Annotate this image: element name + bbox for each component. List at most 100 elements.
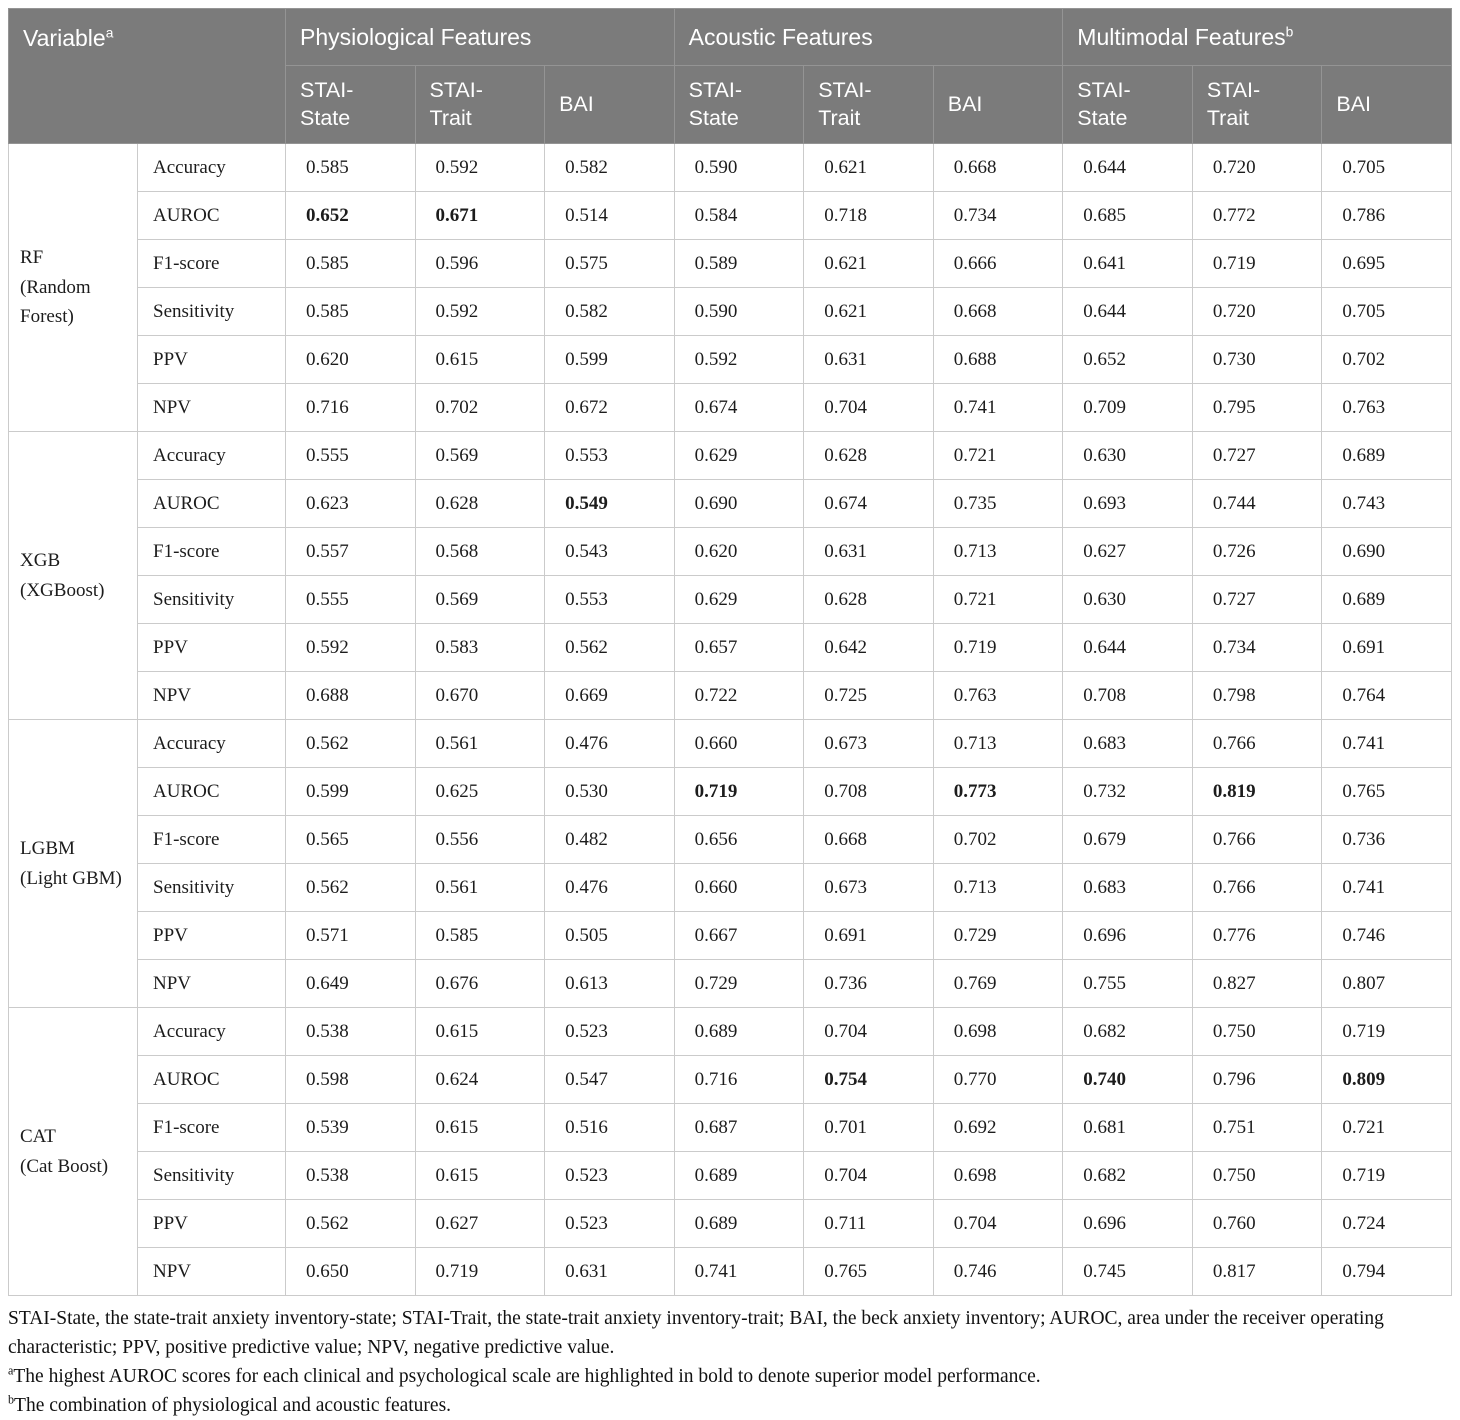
footnote-abbreviations: STAI-State, the state-trait anxiety inve… [8,1308,1384,1358]
value-cell: 0.724 [1321,1199,1452,1248]
value-cell: 0.644 [1062,623,1193,672]
header-group-superscript: b [1285,23,1294,39]
value-cell: 0.702 [414,383,546,432]
value-cell: 0.592 [285,623,416,672]
value-cell: 0.763 [1321,383,1452,432]
value-cell: 0.592 [414,143,546,192]
value-cell: 0.543 [544,527,675,576]
table-row: PPV 0.562 0.627 0.523 0.689 0.711 0.704 0.696 0.… [9,1199,1452,1248]
value-cell: 0.711 [803,1199,934,1248]
value-cell: 0.727 [1191,575,1323,624]
value-cell: 0.672 [544,383,675,432]
value-cell: 0.562 [285,719,416,768]
value-cell: 0.681 [1062,1103,1193,1152]
value-cell: 0.795 [1191,383,1323,432]
value-cell: 0.596 [414,239,546,288]
value-cell: 0.539 [285,1103,416,1152]
metric-cell: Sensitivity [137,1151,286,1200]
value-cell: 0.561 [414,719,546,768]
value-cell: 0.773 [932,767,1064,816]
value-cell: 0.736 [1321,815,1452,864]
value-cell: 0.629 [673,431,805,480]
value-cell: 0.555 [285,575,416,624]
value-cell: 0.770 [932,1055,1064,1104]
table-header: Variablea Physiological Features Acousti… [8,8,1452,144]
metric-cell: Accuracy [137,719,286,768]
value-cell: 0.650 [285,1247,416,1296]
value-cell: 0.585 [285,239,416,288]
value-cell: 0.599 [544,335,675,384]
value-cell: 0.689 [673,1199,805,1248]
value-cell: 0.628 [414,479,546,528]
value-cell: 0.744 [1191,479,1323,528]
value-cell: 0.750 [1191,1151,1323,1200]
value-cell: 0.553 [544,575,675,624]
value-cell: 0.719 [1321,1151,1452,1200]
value-cell: 0.690 [673,479,805,528]
table-row: NPV 0.688 0.670 0.669 0.722 0.725 0.763 0.708 0.… [9,671,1452,720]
value-cell: 0.691 [1321,623,1452,672]
value-cell: 0.652 [285,191,416,240]
value-cell: 0.624 [414,1055,546,1104]
value-cell: 0.585 [285,287,416,336]
footnote-b-superscript: b [8,1392,15,1407]
header-sub-stai-trait: STAI-Trait [803,65,934,144]
value-cell: 0.631 [803,335,934,384]
value-cell: 0.571 [285,911,416,960]
metric-cell: PPV [137,1199,286,1248]
value-cell: 0.615 [414,1007,546,1056]
value-cell: 0.679 [1062,815,1193,864]
table-row: AUROC 0.623 0.628 0.549 0.690 0.674 0.735 0.693… [9,479,1452,528]
value-cell: 0.641 [1062,239,1193,288]
value-cell: 0.523 [544,1007,675,1056]
value-cell: 0.776 [1191,911,1323,960]
value-cell: 0.741 [1321,863,1452,912]
header-group-acoustic: Acoustic Features [673,8,1064,66]
metric-cell: NPV [137,671,286,720]
value-cell: 0.585 [285,143,416,192]
value-cell: 0.668 [803,815,934,864]
value-cell: 0.621 [803,239,934,288]
metric-cell: PPV [137,335,286,384]
value-cell: 0.766 [1191,815,1323,864]
value-cell: 0.621 [803,143,934,192]
footnote-a-superscript: a [8,1363,14,1378]
value-cell: 0.568 [414,527,546,576]
table-row: CAT (Cat Boost) Accuracy 0.538 0.615 0.523 0.6… [8,1007,1452,1296]
value-cell: 0.627 [414,1199,546,1248]
table-row: PPV 0.592 0.583 0.562 0.657 0.642 0.719 0.644 0.… [9,623,1452,672]
value-cell: 0.702 [932,815,1064,864]
value-cell: 0.704 [932,1199,1064,1248]
value-cell: 0.741 [673,1247,805,1296]
value-cell: 0.722 [673,671,805,720]
value-cell: 0.729 [673,959,805,1008]
value-cell: 0.772 [1191,191,1323,240]
table-row: NPV 0.649 0.676 0.613 0.729 0.736 0.769 0.755 0.… [9,959,1452,1008]
value-cell: 0.561 [414,863,546,912]
table-row: AUROC 0.598 0.624 0.547 0.716 0.754 0.770 0.740… [9,1055,1452,1104]
value-cell: 0.720 [1191,287,1323,336]
table-row: RF (Random Forest) Accuracy 0.585 0.592 0.582… [8,143,1452,432]
value-cell: 0.590 [673,143,805,192]
value-cell: 0.547 [544,1055,675,1104]
value-cell: 0.687 [673,1103,805,1152]
header-group-label: Acoustic Features [688,23,873,50]
value-cell: 0.629 [673,575,805,624]
value-cell: 0.763 [932,671,1064,720]
value-cell: 0.741 [1321,719,1452,768]
value-cell: 0.745 [1062,1247,1193,1296]
value-cell: 0.575 [544,239,675,288]
value-cell: 0.631 [544,1247,675,1296]
table-row: Sensitivity 0.538 0.615 0.523 0.689 0.704 0.69… [9,1151,1452,1200]
value-cell: 0.585 [414,911,546,960]
value-cell: 0.523 [544,1151,675,1200]
value-cell: 0.689 [1321,431,1452,480]
value-cell: 0.719 [932,623,1064,672]
value-cell: 0.702 [1321,335,1452,384]
value-cell: 0.690 [1321,527,1452,576]
value-cell: 0.615 [414,335,546,384]
footnotes: STAI-State, the state-trait anxiety inve… [8,1305,1456,1420]
value-cell: 0.682 [1062,1007,1193,1056]
metric-cell: PPV [137,911,286,960]
table-row: XGB (XGBoost) Accuracy 0.555 0.569 0.553 0.629… [8,431,1452,720]
